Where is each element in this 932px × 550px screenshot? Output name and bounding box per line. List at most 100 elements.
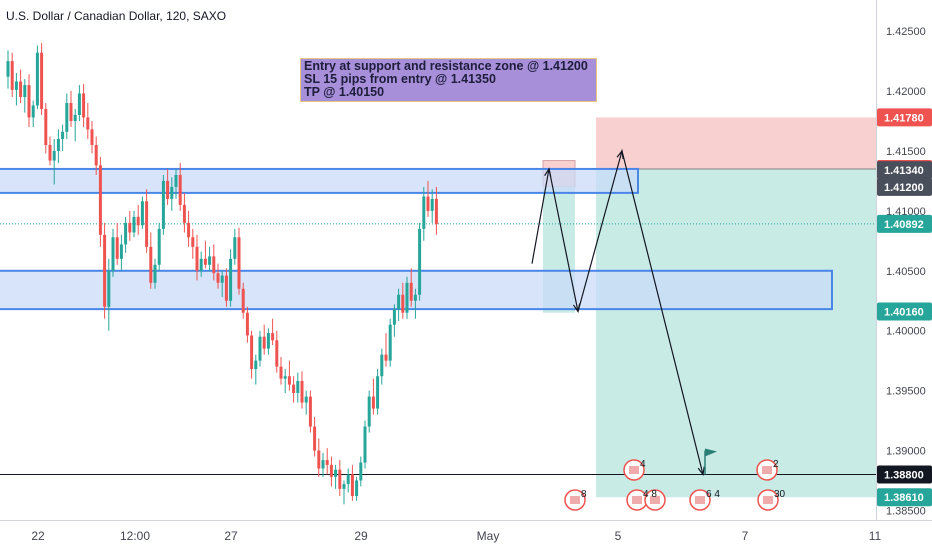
x-tick-label: 22	[31, 529, 45, 543]
candle	[77, 85, 81, 122]
candle	[216, 263, 220, 289]
candle-body	[220, 275, 224, 283]
candle-body	[292, 384, 296, 393]
price-scale-bg	[876, 0, 932, 550]
candle-body	[174, 174, 178, 187]
price-tag-text: 1.38800	[884, 469, 924, 481]
price-tag-text: 1.41340	[884, 165, 924, 177]
candle	[145, 189, 149, 253]
price-tag-bg	[877, 214, 932, 233]
candle	[258, 330, 262, 367]
candle-body	[296, 381, 300, 393]
candle-body	[136, 216, 140, 226]
candle	[220, 270, 224, 298]
candle-body	[241, 288, 245, 313]
candle	[56, 129, 60, 163]
event-badge: 8	[564, 489, 587, 511]
candle-body	[262, 336, 266, 349]
candle-body	[86, 117, 90, 130]
y-tick-label: 1.39000	[886, 446, 926, 458]
candle	[334, 464, 338, 489]
candle-body	[401, 294, 405, 313]
candle	[132, 210, 136, 238]
candle	[14, 73, 18, 106]
x-tick-label: 27	[224, 529, 238, 543]
event-badge: 30	[757, 489, 786, 511]
candle-body	[216, 273, 220, 283]
candle	[10, 52, 14, 98]
candle	[40, 43, 44, 116]
candle-body	[229, 258, 233, 301]
candle	[401, 282, 405, 319]
price-tag-1.41340: 1.41340	[877, 161, 932, 180]
candle-body	[329, 464, 333, 477]
candle	[325, 448, 329, 475]
x-tick-label: 5	[615, 529, 622, 543]
candle	[321, 452, 325, 477]
candle-body	[82, 93, 86, 118]
candle	[35, 45, 39, 110]
candle	[262, 324, 266, 355]
candle-body	[367, 396, 371, 427]
candle-body	[119, 244, 123, 259]
candle-body	[52, 150, 56, 161]
event-flag-stripe	[763, 496, 773, 504]
candle-body	[384, 354, 388, 361]
candle	[203, 240, 207, 269]
candle	[350, 464, 354, 501]
event-flag-stripe	[762, 466, 772, 474]
candle-body	[287, 376, 291, 385]
candle-body	[124, 222, 128, 245]
candle-body	[94, 144, 98, 166]
candle	[376, 369, 380, 415]
candle	[313, 416, 317, 457]
candle	[157, 222, 161, 271]
candle	[174, 168, 178, 199]
event-flag-stripe	[695, 496, 705, 504]
y-tick-label: 1.39500	[886, 386, 926, 398]
event-badge-text: 4 8	[643, 489, 657, 500]
candle	[397, 288, 401, 322]
x-tick-label: May	[477, 529, 500, 543]
candle	[292, 376, 296, 403]
candle-body	[111, 237, 115, 271]
candle	[6, 50, 10, 89]
target-area	[596, 168, 876, 498]
price-tag-1.41200: 1.41200	[877, 177, 932, 196]
candle	[287, 360, 291, 391]
candle-body	[23, 85, 27, 98]
price-tag-bg	[877, 302, 932, 321]
candle	[136, 204, 140, 235]
event-flag-stripe	[570, 496, 580, 504]
candle-body	[283, 376, 287, 379]
candle	[363, 420, 367, 469]
trade-note[interactable]: Entry at support and resistance zone @ 1…	[300, 58, 597, 102]
event-badge: 4 8	[626, 489, 666, 511]
x-tick-label: 7	[742, 529, 749, 543]
candle-body	[182, 204, 186, 223]
candle	[355, 476, 359, 501]
candle-body	[145, 201, 149, 247]
candle	[380, 348, 384, 385]
chart-title: U.S. Dollar / Canadian Dollar, 120, SAXO	[6, 9, 227, 23]
candle-body	[199, 258, 203, 271]
candle	[128, 210, 132, 241]
candle-body	[187, 222, 191, 238]
candle-body	[233, 237, 237, 259]
candle	[98, 156, 102, 247]
candle-body	[14, 81, 18, 90]
candle-body	[203, 258, 207, 265]
candle	[250, 330, 254, 379]
candle-body	[245, 312, 249, 336]
x-tick-label: 12:00	[120, 529, 150, 543]
price-tag-text: 1.41780	[884, 112, 924, 124]
candle	[208, 246, 212, 271]
candle-body	[313, 426, 317, 451]
candle	[296, 372, 300, 403]
candle	[283, 369, 287, 393]
candle	[94, 136, 98, 175]
candle-body	[35, 52, 39, 106]
y-tick-label: 1.42500	[886, 26, 926, 38]
sr-zone-2	[0, 269, 833, 311]
